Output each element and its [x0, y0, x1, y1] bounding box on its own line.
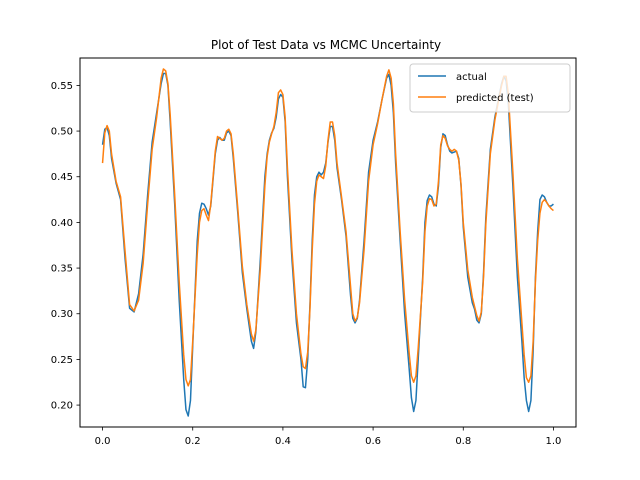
y-tick-label: 0.40 [51, 218, 73, 229]
legend-label-actual: actual [456, 72, 487, 83]
plot-frame [79, 57, 577, 428]
y-tick-label: 0.45 [51, 172, 73, 183]
x-tick-label: 1.0 [546, 436, 562, 447]
x-tick-label: 0.0 [95, 436, 111, 447]
y-tick-label: 0.20 [51, 401, 73, 412]
x-tick-label: 0.8 [455, 436, 471, 447]
legend: actual predicted (test) [409, 63, 571, 113]
x-tick-label: 0.2 [185, 436, 201, 447]
y-tick-label: 0.55 [51, 81, 73, 92]
x-tick-label: 0.4 [275, 436, 291, 447]
y-axis: 0.20 0.25 0.30 0.35 0.40 0.45 0.50 0.55 [51, 81, 80, 412]
y-tick-label: 0.30 [51, 309, 73, 320]
x-axis: 0.0 0.2 0.4 0.6 0.8 1.0 [95, 427, 562, 447]
legend-box [409, 63, 571, 113]
legend-label-predicted: predicted (test) [456, 93, 534, 104]
series-line-predicted [101, 68, 554, 387]
y-tick-label: 0.35 [51, 264, 73, 275]
x-tick-label: 0.6 [365, 436, 381, 447]
chart-title: Plot of Test Data vs MCMC Uncertainty [211, 38, 441, 52]
y-tick-label: 0.25 [51, 355, 73, 366]
y-tick-label: 0.50 [51, 127, 73, 138]
series-layer [101, 68, 554, 417]
